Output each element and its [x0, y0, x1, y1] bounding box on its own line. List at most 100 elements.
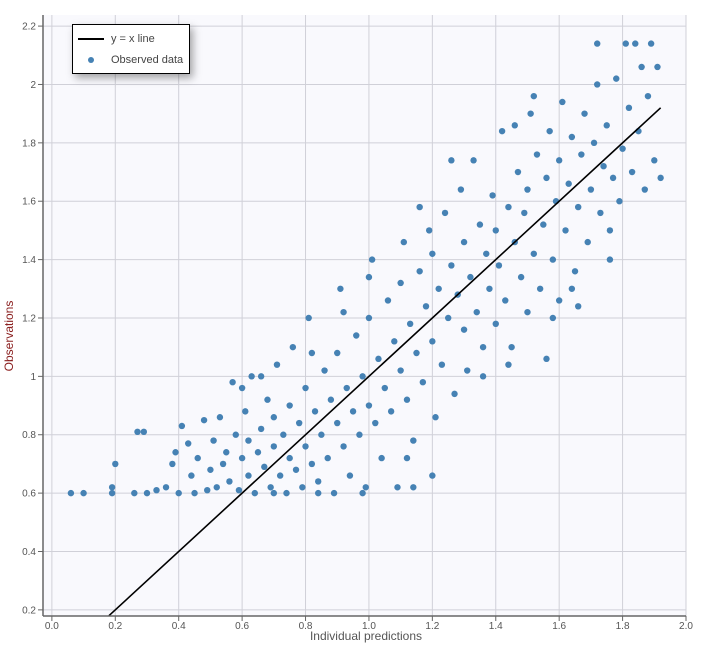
legend-item-identity-line[interactable]: y = x line — [73, 31, 155, 47]
data-point — [175, 489, 182, 497]
data-point — [343, 384, 350, 392]
x-axis-label: Individual predictions — [310, 629, 422, 643]
data-point — [559, 98, 566, 106]
data-point — [330, 489, 338, 497]
data-point — [248, 373, 255, 380]
data-point — [340, 308, 347, 316]
data-point — [406, 320, 414, 328]
data-point — [365, 314, 373, 322]
data-point — [368, 256, 376, 263]
data-point — [502, 297, 509, 304]
data-point — [521, 209, 528, 217]
data-point — [533, 151, 541, 158]
data-point — [413, 349, 420, 357]
data-point — [403, 454, 411, 462]
data-point — [536, 285, 544, 292]
data-point — [473, 308, 480, 316]
data-point — [169, 460, 176, 468]
data-point — [261, 463, 268, 471]
data-point — [517, 273, 525, 281]
data-point — [638, 63, 645, 71]
data-point — [403, 396, 411, 403]
data-point — [460, 326, 468, 333]
data-point — [397, 367, 404, 374]
data-point — [308, 349, 316, 357]
data-point — [546, 127, 553, 135]
data-point — [457, 186, 465, 193]
data-point — [524, 308, 531, 316]
data-point — [600, 162, 607, 170]
data-point — [67, 489, 75, 497]
data-point — [422, 303, 430, 310]
line-swatch-icon — [78, 38, 104, 40]
data-point — [334, 419, 341, 427]
data-point — [448, 157, 455, 164]
legend-label: Observed data — [111, 54, 184, 66]
data-point — [283, 489, 290, 497]
data-point — [235, 486, 243, 494]
data-point — [647, 40, 655, 47]
data-point — [365, 402, 373, 409]
data-point — [318, 431, 325, 438]
y-tick-label: 1.2 — [22, 313, 36, 324]
data-point — [267, 484, 274, 491]
y-tick-label: 1.8 — [22, 138, 36, 149]
y-tick-label: 0.4 — [22, 547, 36, 558]
x-tick-label: 1.0 — [362, 621, 376, 632]
data-point — [349, 408, 357, 415]
data-point — [340, 443, 347, 450]
x-tick-label: 2.0 — [679, 621, 693, 632]
x-tick-label: 0.8 — [299, 621, 313, 632]
data-point — [276, 472, 284, 479]
data-point — [400, 238, 408, 246]
data-point — [429, 250, 436, 257]
x-tick-label: 1.6 — [552, 621, 566, 632]
data-point — [321, 367, 328, 374]
data-point — [448, 262, 455, 269]
data-point — [384, 297, 392, 304]
x-tick-label: 1.8 — [616, 621, 630, 632]
data-point — [438, 361, 446, 368]
legend: y = x line Observed data — [72, 24, 190, 74]
legend-item-observed-data[interactable]: Observed data — [73, 52, 183, 68]
y-tick-label: 0.8 — [22, 430, 36, 441]
data-point — [460, 238, 468, 246]
data-point — [188, 472, 195, 479]
data-point — [153, 486, 160, 494]
data-point — [238, 384, 246, 392]
data-point — [530, 250, 538, 257]
data-point — [223, 449, 230, 456]
data-point — [479, 343, 487, 351]
data-point — [292, 466, 300, 473]
data-point — [305, 314, 312, 322]
data-point — [324, 454, 331, 462]
data-point — [606, 227, 614, 234]
data-point — [416, 203, 423, 211]
data-point — [162, 484, 170, 491]
data-point — [334, 349, 341, 357]
x-tick-label: 0.2 — [108, 621, 122, 632]
identity-line — [108, 107, 662, 617]
data-point — [492, 320, 499, 328]
data-point — [204, 486, 211, 494]
data-point — [143, 489, 151, 497]
data-point — [295, 419, 303, 427]
data-point — [594, 81, 601, 88]
data-point — [574, 203, 582, 211]
data-point — [622, 40, 629, 47]
data-point — [613, 75, 620, 82]
data-point — [273, 361, 281, 368]
data-point — [286, 454, 293, 462]
data-point — [346, 472, 354, 479]
data-point — [299, 484, 306, 491]
data-point — [511, 122, 518, 129]
data-point — [289, 343, 297, 351]
data-point — [632, 40, 639, 47]
data-point — [270, 414, 278, 421]
data-point — [555, 297, 563, 304]
data-point — [483, 250, 490, 257]
data-point — [565, 180, 572, 187]
data-point — [185, 440, 192, 447]
y-tick-label: 2.2 — [22, 22, 36, 33]
data-point — [644, 92, 652, 100]
